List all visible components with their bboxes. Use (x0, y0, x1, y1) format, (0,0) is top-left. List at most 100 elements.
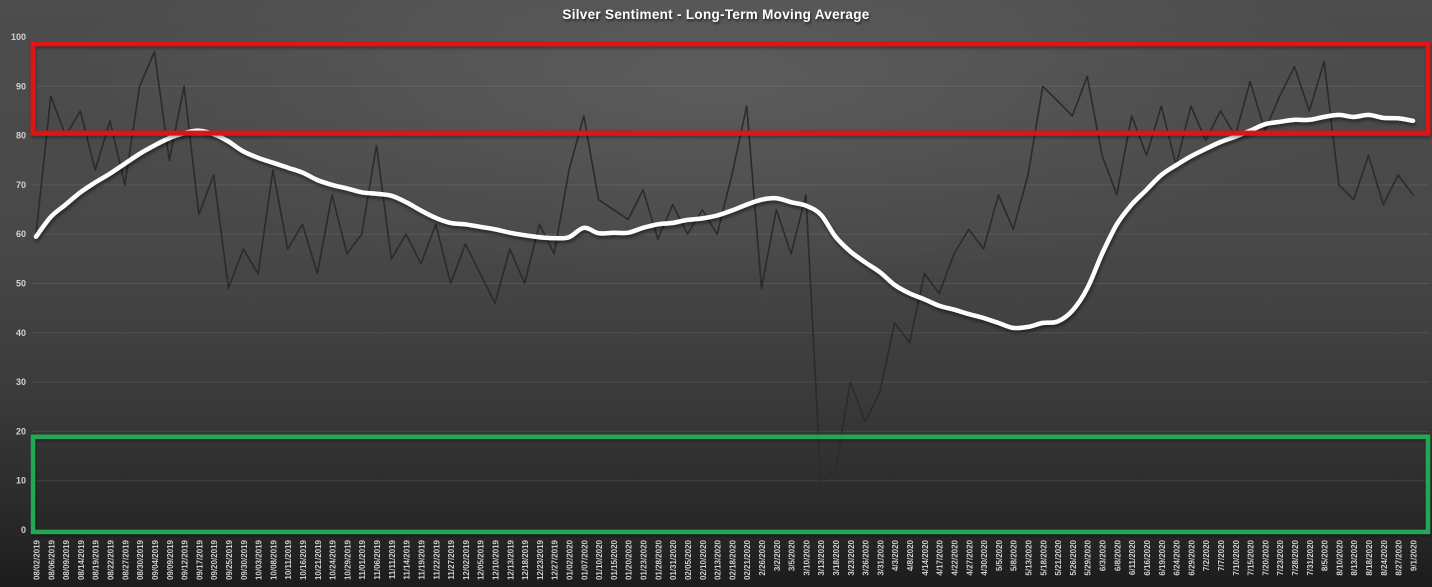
x-axis-label: 5/21/2020 (1054, 539, 1063, 575)
x-axis-label: 8/24/2020 (1380, 539, 1389, 575)
x-axis-label: 11/27/2019 (447, 539, 456, 579)
x-axis-label: 9/1/2020 (1410, 539, 1419, 571)
x-axis-label: 08/27/2019 (121, 539, 130, 580)
x-axis-label: 11/22/2019 (432, 539, 441, 579)
x-axis-label: 09/25/2019 (225, 539, 234, 580)
x-axis-label: 02/21/2020 (743, 539, 752, 580)
x-axis-label: 11/11/2019 (388, 539, 397, 579)
x-axis-label: 6/24/2020 (1173, 539, 1182, 575)
x-axis-label: 3/26/2020 (862, 539, 871, 575)
x-axis-label: 3/23/2020 (847, 539, 856, 575)
x-axis-label: 10/16/2019 (299, 539, 308, 580)
x-axis-label: 01/23/2020 (640, 539, 649, 580)
x-axis-label: 7/15/2020 (1247, 539, 1256, 575)
x-axis-label: 11/06/2019 (373, 539, 382, 579)
y-axis-label: 90 (16, 81, 26, 91)
y-axis-label: 80 (16, 131, 26, 141)
x-axis-label: 08/19/2019 (92, 539, 101, 580)
x-axis-label: 4/27/2020 (965, 539, 974, 575)
x-axis-label: 3/10/2020 (802, 539, 811, 575)
x-axis-label: 01/28/2020 (654, 539, 663, 580)
x-axis-label: 6/16/2020 (1143, 539, 1152, 575)
series-layer (33, 50, 1416, 482)
x-axis-label: 08/02/2019 (33, 539, 42, 580)
x-axis-label: 8/13/2020 (1350, 539, 1359, 575)
x-axis-label: 01/02/2020 (566, 539, 575, 580)
y-axis-label: 10 (16, 476, 26, 486)
x-axis-label: 01/20/2020 (625, 539, 634, 580)
x-axis-label: 09/20/2019 (210, 539, 219, 580)
x-axis-label: 4/17/2020 (936, 539, 945, 575)
x-axis-label: 11/19/2019 (418, 539, 427, 579)
y-axis-label: 100 (11, 32, 26, 42)
x-axis-label: 11/01/2019 (358, 539, 367, 579)
x-axis-label: 10/21/2019 (314, 539, 323, 580)
x-axis-label: 02/05/2020 (684, 539, 693, 580)
x-axis-label: 02/10/2020 (699, 539, 708, 580)
x-axis-label: 3/5/2020 (788, 539, 797, 571)
x-axis-label: 12/10/2019 (492, 539, 501, 580)
x-axis-label: 12/27/2019 (551, 539, 560, 580)
x-axis-label: 3/13/2020 (817, 539, 826, 575)
x-axis-label: 7/31/2020 (1306, 539, 1315, 575)
x-axis-label: 02/18/2020 (728, 539, 737, 580)
x-axis-label: 7/7/2020 (1217, 539, 1226, 571)
x-axis-label: 4/22/2020 (951, 539, 960, 575)
x-axis-label: 12/18/2019 (521, 539, 530, 580)
zone-layer (30, 41, 1431, 535)
x-axis-label: 01/15/2020 (610, 539, 619, 580)
x-axis-label: 6/3/2020 (1099, 539, 1108, 571)
x-axis-label: 02/13/2020 (714, 539, 723, 580)
x-axis-label: 2/26/2020 (758, 539, 767, 575)
x-axis-label: 5/13/2020 (1025, 539, 1034, 575)
y-axis-label: 20 (16, 426, 26, 436)
y-axis-label: 0 (21, 525, 26, 535)
y-axis-label: 40 (16, 328, 26, 338)
x-axis-label: 6/11/2020 (1128, 539, 1137, 575)
x-axis-label: 5/26/2020 (1069, 539, 1078, 575)
y-axis-label: 60 (16, 229, 26, 239)
x-axis-label: 09/17/2019 (195, 539, 204, 580)
x-axis-label: 8/18/2020 (1365, 539, 1374, 575)
x-axis-label: 09/09/2019 (166, 539, 175, 580)
y-axis-label: 70 (16, 180, 26, 190)
chart-title: Silver Sentiment - Long-Term Moving Aver… (562, 7, 870, 22)
x-axis-label: 5/5/2020 (995, 539, 1004, 571)
x-axis-label: 12/05/2019 (477, 539, 486, 580)
x-axis-label: 7/20/2020 (1261, 539, 1270, 575)
x-axis-label: 08/06/2019 (47, 539, 56, 580)
lower-green-zone-box (30, 434, 1431, 535)
x-axis-label: 8/10/2020 (1335, 539, 1344, 575)
x-axis-label: 3/31/2020 (876, 539, 885, 575)
upper-red-zone-box (30, 41, 1431, 136)
x-axis-label: 08/09/2019 (62, 539, 71, 580)
y-axis-label: 50 (16, 279, 26, 289)
x-axis-label: 10/29/2019 (343, 539, 352, 580)
x-axis-label: 3/18/2020 (832, 539, 841, 575)
x-axis-label: 12/02/2019 (462, 539, 471, 580)
x-axis-label: 7/10/2020 (1232, 539, 1241, 575)
x-axis-label: 10/03/2019 (255, 539, 264, 580)
long-term-moving-average-line (33, 112, 1416, 331)
x-axis-label: 7/2/2020 (1202, 539, 1211, 571)
axis-layer: 0 10 20 30 40 50 60 70 80 90 100 08/02/2019 08/06/20… (11, 32, 1419, 580)
x-axis-label: 09/04/2019 (151, 539, 160, 580)
x-axis-label: 7/28/2020 (1291, 539, 1300, 575)
x-axis-label: 6/8/2020 (1113, 539, 1122, 571)
x-axis-label: 08/30/2019 (136, 539, 145, 580)
x-axis-label: 08/14/2019 (77, 539, 86, 580)
x-axis-label: 12/13/2019 (506, 539, 515, 580)
x-axis-label: 01/07/2020 (580, 539, 589, 580)
x-axis-label: 5/29/2020 (1084, 539, 1093, 575)
x-axis-label: 08/22/2019 (107, 539, 116, 580)
x-axis-label: 8/5/2020 (1321, 539, 1330, 571)
x-axis-label: 01/10/2020 (595, 539, 604, 580)
x-axis-label: 01/31/2020 (669, 539, 678, 580)
x-axis-label: 6/29/2020 (1187, 539, 1196, 575)
x-axis-label: 10/11/2019 (284, 539, 293, 579)
daily-sentiment-line (35, 50, 1414, 482)
y-axis-label: 30 (16, 377, 26, 387)
grid-layer (32, 85, 1429, 482)
x-axis-label: 09/12/2019 (181, 539, 190, 580)
